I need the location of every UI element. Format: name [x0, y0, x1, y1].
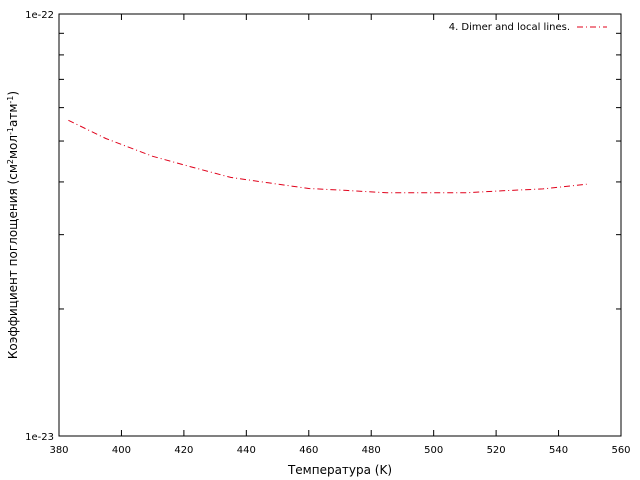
x-tick-label: 480 — [362, 445, 381, 456]
y-tick-label: 1e-22 — [25, 10, 54, 21]
x-tick-label: 380 — [49, 445, 68, 456]
series-layer — [68, 119, 587, 194]
y-axis-title-end: ) — [6, 91, 20, 96]
x-tick-label: 440 — [237, 445, 256, 456]
x-axis-ticks: 380 400 420 440 460 480 500 520 540 560 — [49, 14, 631, 456]
x-tick-label: 460 — [299, 445, 318, 456]
y-axis-title-base: Коэффициент поглощения (см — [6, 164, 20, 359]
x-tick-label: 540 — [549, 445, 568, 456]
x-tick-label: 420 — [174, 445, 193, 456]
x-tick-label: 500 — [424, 445, 443, 456]
y-axis-ticks: 1e-23 1e-22 — [25, 10, 621, 443]
y-axis-title: Коэффициент поглощения (см2мол-1атм-1) — [6, 91, 21, 359]
x-axis-title: Температура (K) — [287, 463, 392, 477]
legend-entry-label: 4. Dimer and local lines. — [449, 22, 570, 33]
y-axis-title-mid2: атм — [6, 104, 20, 127]
legend: 4. Dimer and local lines. — [449, 22, 607, 33]
x-tick-label: 400 — [112, 445, 131, 456]
y-axis-title-sup1: 2 — [6, 159, 15, 164]
plot-frame — [58, 13, 622, 437]
y-axis-title-mid1: мол — [6, 135, 20, 159]
x-tick-label: 520 — [487, 445, 506, 456]
series-line — [68, 119, 587, 194]
x-tick-label: 560 — [611, 445, 630, 456]
y-axis-title-sup2: -1 — [6, 127, 15, 135]
y-tick-label: 1e-23 — [25, 432, 54, 443]
y-axis-title-sup3: -1 — [6, 96, 15, 104]
